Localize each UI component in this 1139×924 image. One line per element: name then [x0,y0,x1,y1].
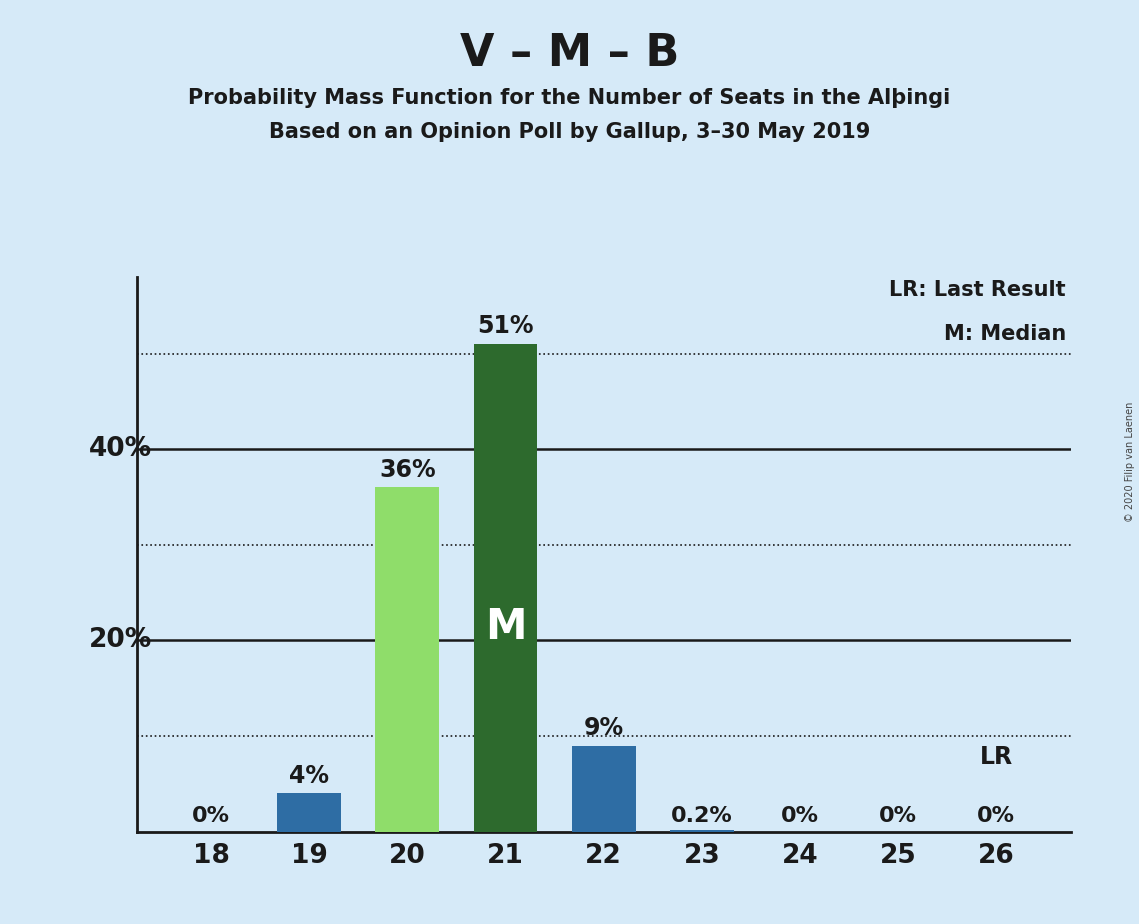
Text: Based on an Opinion Poll by Gallup, 3–30 May 2019: Based on an Opinion Poll by Gallup, 3–30… [269,122,870,142]
Text: 40%: 40% [89,436,153,462]
Text: 36%: 36% [379,457,435,481]
Text: 20%: 20% [89,627,153,653]
Text: 0%: 0% [192,806,230,826]
Text: LR: Last Result: LR: Last Result [890,280,1066,300]
Bar [376,488,440,832]
Text: M: M [485,606,526,648]
Bar [572,746,636,832]
Text: 0.2%: 0.2% [671,806,732,826]
Bar [670,830,734,832]
Text: M: Median: M: Median [944,324,1066,345]
Text: 51%: 51% [477,314,534,338]
Text: 4%: 4% [289,763,329,787]
Text: 0%: 0% [879,806,917,826]
Bar [474,344,538,832]
Text: 9%: 9% [583,716,624,740]
Text: 0%: 0% [977,806,1015,826]
Text: © 2020 Filip van Laenen: © 2020 Filip van Laenen [1125,402,1134,522]
Text: Probability Mass Function for the Number of Seats in the Alþingi: Probability Mass Function for the Number… [188,88,951,108]
Text: V – M – B: V – M – B [460,32,679,76]
Text: LR: LR [980,746,1013,770]
Bar [277,794,341,832]
Text: 0%: 0% [781,806,819,826]
